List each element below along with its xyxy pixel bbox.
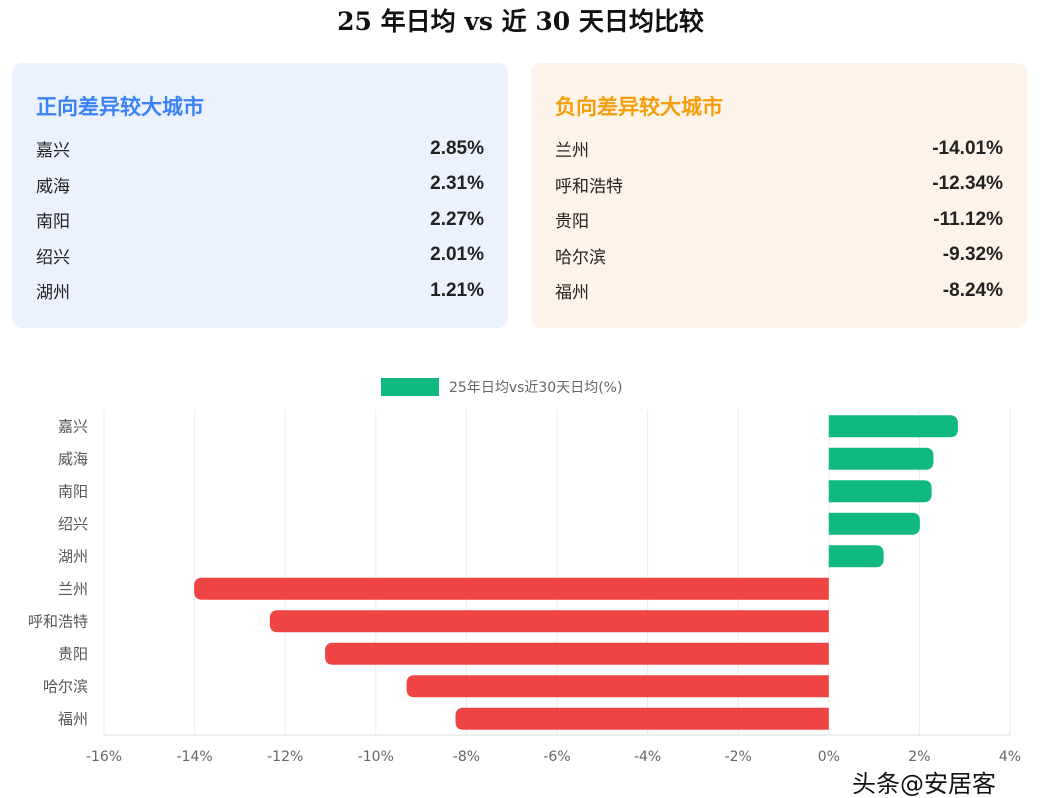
bar-哈尔滨 xyxy=(406,675,829,698)
city-name: 威海 xyxy=(36,176,70,197)
list-item: 绍兴 2.01% xyxy=(36,238,484,274)
city-name: 兰州 xyxy=(555,141,589,162)
y-tick-label: 呼和浩特 xyxy=(28,612,88,630)
bar-南阳 xyxy=(828,480,932,503)
x-tick-label: -14% xyxy=(177,749,213,765)
city-value: -8.24% xyxy=(942,279,1003,301)
x-tick-label: -6% xyxy=(543,749,570,765)
city-value: -9.32% xyxy=(942,244,1003,266)
legend-label: 25年日均vs近30天日均(%) xyxy=(449,380,622,396)
y-tick-label: 福州 xyxy=(58,710,88,728)
city-value: 2.85% xyxy=(430,137,484,159)
x-tick-label: -10% xyxy=(358,749,394,765)
y-tick-label: 湖州 xyxy=(58,547,88,565)
city-name: 哈尔滨 xyxy=(555,247,606,268)
city-name: 呼和浩特 xyxy=(555,176,623,197)
x-tick-label: -8% xyxy=(453,749,480,765)
list-item: 呼和浩特 -12.34% xyxy=(555,167,1003,203)
list-item: 威海 2.31% xyxy=(36,167,484,203)
bar-威海 xyxy=(828,447,934,470)
x-tick-label: 2% xyxy=(908,749,930,765)
city-name: 湖州 xyxy=(36,283,70,304)
city-value: -11.12% xyxy=(933,208,1003,230)
bar-绍兴 xyxy=(828,512,920,535)
y-tick-label: 兰州 xyxy=(58,580,88,598)
x-tick-label: -4% xyxy=(634,749,661,765)
bar-兰州 xyxy=(194,577,829,600)
city-value: -14.01% xyxy=(932,137,1003,159)
bar-福州 xyxy=(455,707,829,730)
x-tick-label: 4% xyxy=(999,749,1021,765)
list-item: 哈尔滨 -9.32% xyxy=(555,238,1003,274)
page-title: 25 年日均 vs 近 30 天日均比较 xyxy=(337,7,704,36)
x-tick-label: -2% xyxy=(725,749,752,765)
city-name: 南阳 xyxy=(36,212,70,233)
list-item: 嘉兴 2.85% xyxy=(36,131,484,167)
negative-diff-card: 负向差异较大城市 兰州 -14.01% 呼和浩特 -12.34% 贵阳 -11.12%… xyxy=(531,63,1027,328)
positive-diff-card: 正向差异较大城市 嘉兴 2.85% 威海 2.31% 南阳 2.27% 绍兴 2.01%… xyxy=(12,63,508,328)
bar-chart: 25年日均vs近30天日均(%) -16% -14% -12% -10% -8% -6% -4… xyxy=(28,378,1021,765)
city-value: -12.34% xyxy=(932,173,1003,195)
bar-呼和浩特 xyxy=(269,610,829,633)
city-value: 2.31% xyxy=(430,173,484,195)
x-tick-label: -16% xyxy=(86,749,122,765)
y-tick-label: 哈尔滨 xyxy=(43,677,88,695)
list-item: 福州 -8.24% xyxy=(555,273,1003,309)
list-item: 贵阳 -11.12% xyxy=(555,202,1003,238)
city-name: 嘉兴 xyxy=(36,141,70,162)
list-item: 湖州 1.21% xyxy=(36,273,484,309)
x-tick-label: 0% xyxy=(818,749,840,765)
x-tick-label: -12% xyxy=(267,749,303,765)
y-tick-label: 南阳 xyxy=(58,482,88,500)
list-item: 兰州 -14.01% xyxy=(555,131,1003,167)
y-tick-label: 威海 xyxy=(58,450,88,468)
city-value: 2.27% xyxy=(430,208,484,230)
watermark-logo: 头条@安居客 xyxy=(852,770,996,798)
y-tick-label: 嘉兴 xyxy=(58,417,88,435)
city-value: 2.01% xyxy=(430,244,484,266)
bar-嘉兴 xyxy=(828,415,958,438)
legend-swatch xyxy=(381,378,439,396)
y-tick-label: 绍兴 xyxy=(58,515,88,533)
positive-card-title: 正向差异较大城市 xyxy=(36,95,204,119)
bar-贵阳 xyxy=(325,642,829,665)
city-value: 1.21% xyxy=(430,279,484,301)
city-name: 贵阳 xyxy=(555,212,589,233)
city-name: 福州 xyxy=(555,283,589,304)
city-name: 绍兴 xyxy=(36,247,70,268)
negative-card-title: 负向差异较大城市 xyxy=(555,95,723,119)
list-item: 南阳 2.27% xyxy=(36,202,484,238)
bar-湖州 xyxy=(828,545,884,568)
y-tick-label: 贵阳 xyxy=(58,645,88,663)
